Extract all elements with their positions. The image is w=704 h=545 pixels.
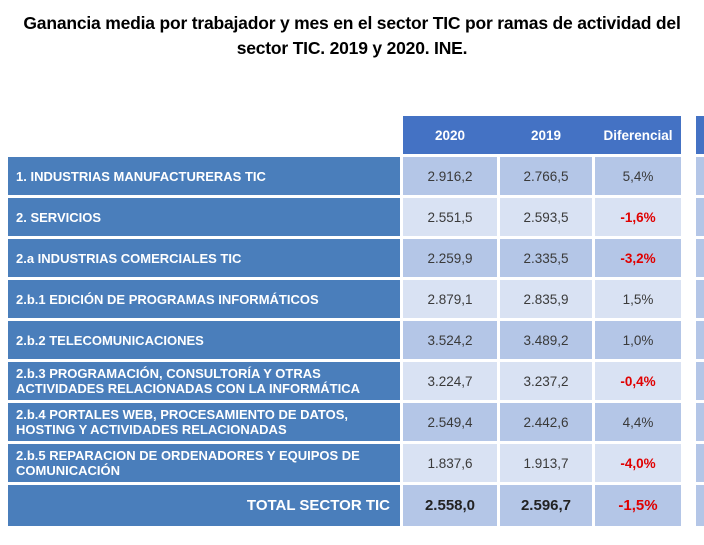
cell-2019: 2.593,5 [500, 198, 592, 236]
total-row-label: TOTAL SECTOR TIC [8, 485, 400, 526]
column-header-2020: 2020 [434, 127, 466, 143]
row-label: 2.b.4 PORTALES WEB, PROCESAMIENTO DE DAT… [8, 403, 400, 441]
cell-diferencial: 5,4% [595, 157, 681, 195]
cell-2020: 2.259,9 [403, 239, 497, 277]
row-filler [684, 444, 693, 482]
row-filler [684, 321, 693, 359]
cropped-column-edge [696, 157, 704, 195]
row-filler [684, 280, 693, 318]
column-header-2019: 2019 [530, 127, 562, 143]
cell-diferencial: -3,2% [595, 239, 681, 277]
cell-diferencial: -0,4% [595, 362, 681, 400]
table-row: 1. INDUSTRIAS MANUFACTURERAS TIC 2.916,2… [8, 157, 704, 195]
cropped-column-edge [696, 321, 704, 359]
cell-2019: 2.835,9 [500, 280, 592, 318]
row-filler [684, 362, 693, 400]
page-title-line1: Ganancia media por trabajador y mes en e… [23, 13, 681, 33]
table-header-bar: 2020 2019 Diferencial [403, 116, 681, 154]
row-label: 2.b.1 EDICIÓN DE PROGRAMAS INFORMÁTICOS [8, 280, 400, 318]
cropped-column-edge [696, 444, 704, 482]
cell-diferencial: 1,0% [595, 321, 681, 359]
cell-2020: 3.224,7 [403, 362, 497, 400]
cell-2019: 3.237,2 [500, 362, 592, 400]
row-label: 1. INDUSTRIAS MANUFACTURERAS TIC [8, 157, 400, 195]
cell-2019: 2.335,5 [500, 239, 592, 277]
cell-2019: 2.766,5 [500, 157, 592, 195]
cell-2019: 3.489,2 [500, 321, 592, 359]
cell-2020: 3.524,2 [403, 321, 497, 359]
total-cell-2020: 2.558,0 [403, 485, 497, 526]
cell-2020: 2.549,4 [403, 403, 497, 441]
row-label: 2.b.5 REPARACION DE ORDENADORES Y EQUIPO… [8, 444, 400, 482]
row-label: 2.a INDUSTRIAS COMERCIALES TIC [8, 239, 400, 277]
cropped-column-edge-header [696, 116, 704, 154]
table-row: 2.b.1 EDICIÓN DE PROGRAMAS INFORMÁTICOS … [8, 280, 704, 318]
cell-2019: 1.913,7 [500, 444, 592, 482]
table-row: 2.a INDUSTRIAS COMERCIALES TIC 2.259,9 2… [8, 239, 704, 277]
table-row: 2.b.5 REPARACION DE ORDENADORES Y EQUIPO… [8, 444, 704, 482]
row-label: 2.b.2 TELECOMUNICACIONES [8, 321, 400, 359]
cell-2019: 2.442,6 [500, 403, 592, 441]
row-label: 2. SERVICIOS [8, 198, 400, 236]
cropped-column-edge [696, 239, 704, 277]
page-title: Ganancia media por trabajador y mes en e… [0, 0, 704, 61]
table-header-corner [8, 116, 400, 154]
cell-2020: 2.879,1 [403, 280, 497, 318]
column-header-diferencial: Diferencial [603, 127, 673, 143]
cell-2020: 2.551,5 [403, 198, 497, 236]
header-filler [684, 116, 693, 154]
row-label: 2.b.3 PROGRAMACIÓN, CONSULTORÍA Y OTRAS … [8, 362, 400, 400]
cell-diferencial: 4,4% [595, 403, 681, 441]
total-row-filler [684, 485, 693, 526]
total-cell-2019: 2.596,7 [500, 485, 592, 526]
cell-diferencial: -4,0% [595, 444, 681, 482]
row-filler [684, 239, 693, 277]
cropped-column-edge-total [696, 485, 704, 526]
cell-2020: 2.916,2 [403, 157, 497, 195]
cell-2020: 1.837,6 [403, 444, 497, 482]
row-filler [684, 157, 693, 195]
table-header-row: 2020 2019 Diferencial [8, 116, 704, 154]
table-total-row: TOTAL SECTOR TIC 2.558,0 2.596,7 -1,5% [8, 485, 704, 526]
cropped-column-edge [696, 280, 704, 318]
cropped-column-edge [696, 362, 704, 400]
table-row: 2.b.3 PROGRAMACIÓN, CONSULTORÍA Y OTRAS … [8, 362, 704, 400]
total-cell-diferencial: -1,5% [595, 485, 681, 526]
table-row: 2.b.2 TELECOMUNICACIONES 3.524,2 3.489,2… [8, 321, 704, 359]
row-filler [684, 198, 693, 236]
cropped-column-edge [696, 198, 704, 236]
cropped-column-edge [696, 403, 704, 441]
data-table: 2020 2019 Diferencial 1. INDUSTRIAS MANU… [8, 116, 704, 526]
table-row: 2. SERVICIOS 2.551,5 2.593,5 -1,6% [8, 198, 704, 236]
page-title-line2: sector TIC. 2019 y 2020. INE. [236, 38, 468, 58]
table-row: 2.b.4 PORTALES WEB, PROCESAMIENTO DE DAT… [8, 403, 704, 441]
cell-diferencial: 1,5% [595, 280, 681, 318]
row-filler [684, 403, 693, 441]
cell-diferencial: -1,6% [595, 198, 681, 236]
table-body: 1. INDUSTRIAS MANUFACTURERAS TIC 2.916,2… [8, 157, 704, 482]
